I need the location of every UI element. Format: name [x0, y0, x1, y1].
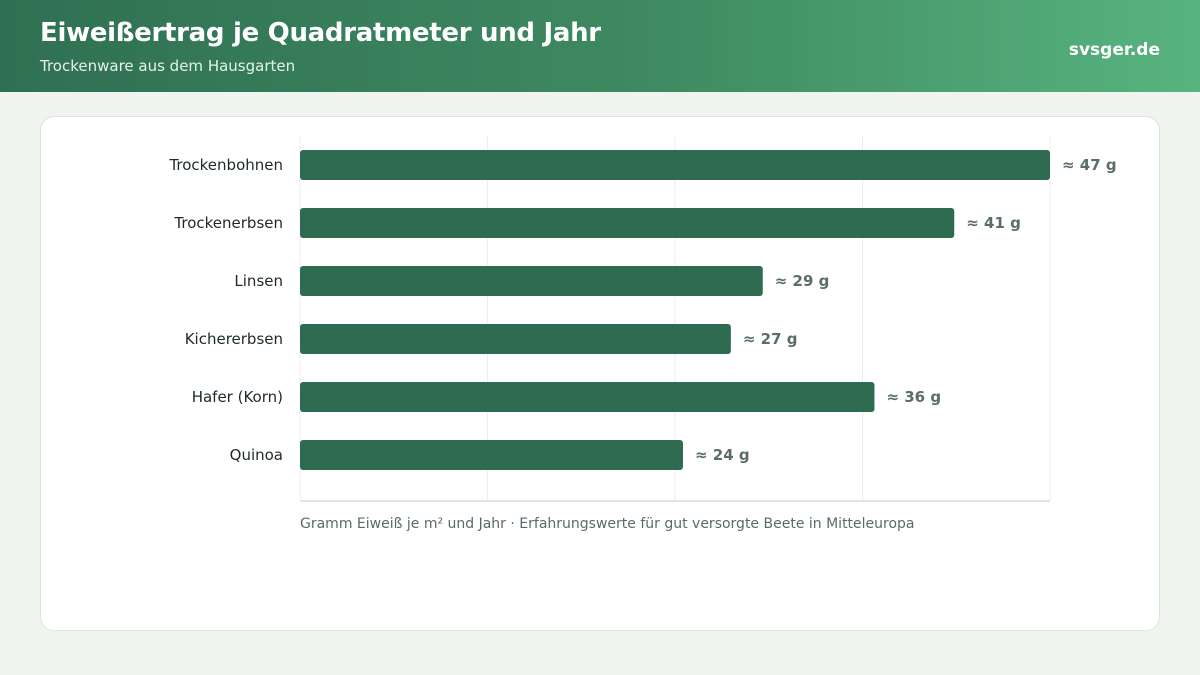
value-label: ≈ 29 g — [775, 272, 830, 290]
category-label: Hafer (Korn) — [192, 388, 283, 406]
chart-title: Eiweißertrag je Quadratmeter und Jahr — [40, 18, 601, 48]
brand-label: svsger.de — [1068, 40, 1160, 60]
bar — [300, 440, 683, 470]
value-label: ≈ 36 g — [886, 388, 941, 406]
bar — [300, 324, 731, 354]
chart-header: Eiweißertrag je Quadratmeter und Jahr Tr… — [0, 0, 1200, 92]
value-label: ≈ 24 g — [695, 446, 750, 464]
chart-subtitle: Trockenware aus dem Hausgarten — [40, 57, 296, 75]
category-label: Trockenerbsen — [173, 214, 283, 232]
chart-caption: Gramm Eiweiß je m² und Jahr · Erfahrungs… — [300, 516, 915, 532]
bar — [300, 150, 1050, 180]
value-label: ≈ 27 g — [743, 330, 798, 348]
bar — [300, 382, 875, 412]
category-label: Quinoa — [230, 446, 283, 464]
category-label: Kichererbsen — [185, 330, 283, 348]
value-label: ≈ 41 g — [966, 214, 1021, 232]
bar — [300, 208, 955, 238]
category-label: Linsen — [234, 272, 283, 290]
category-label: Trockenbohnen — [168, 156, 283, 174]
value-label: ≈ 47 g — [1062, 156, 1117, 174]
bar — [300, 266, 763, 296]
chart-card — [40, 116, 1160, 631]
